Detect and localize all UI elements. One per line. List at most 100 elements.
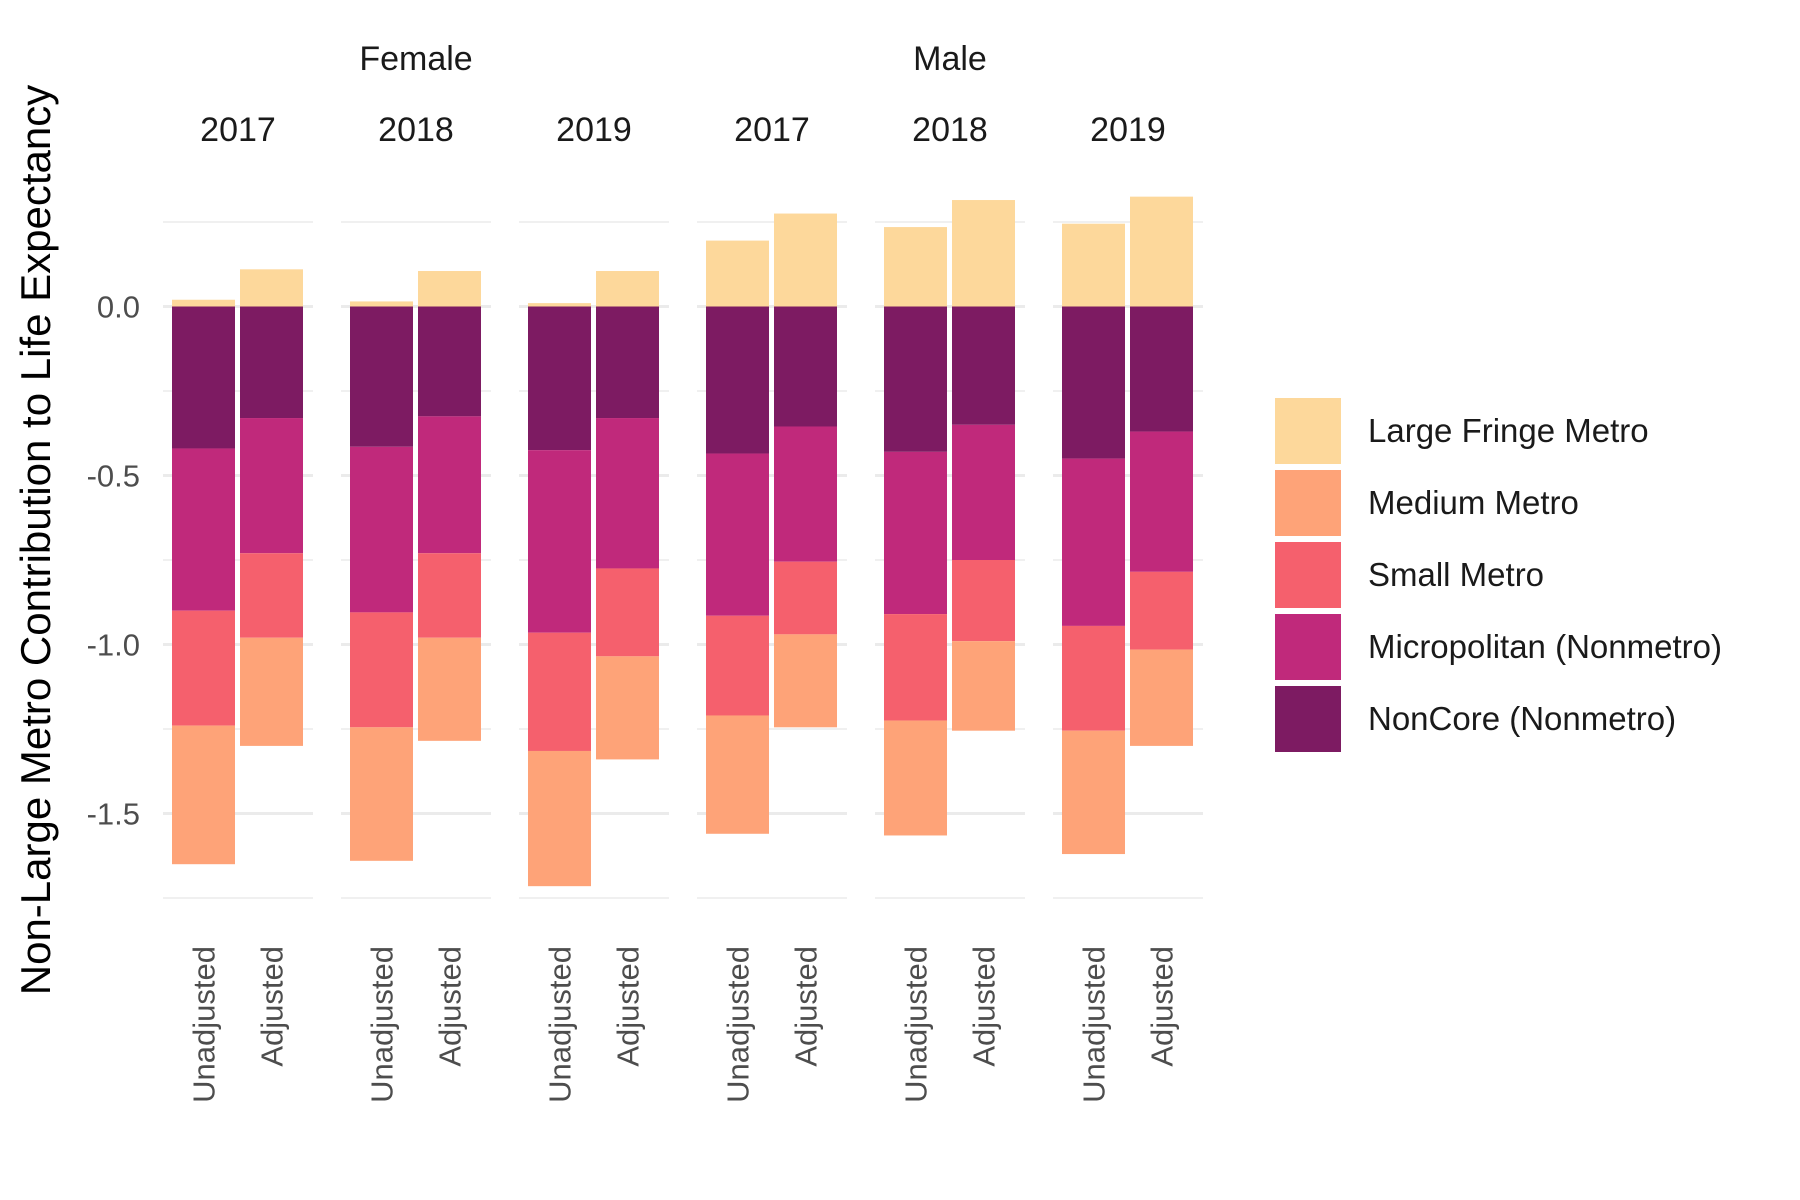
strip-label-year: 2018: [912, 111, 988, 149]
bar-segment-small-metro: [240, 553, 303, 638]
x-tick-label: Unadjusted: [187, 946, 222, 1103]
bar-segment-medium-metro: [1130, 649, 1193, 746]
legend-label: Medium Metro: [1368, 484, 1579, 521]
bar-segment-small-metro: [774, 561, 837, 635]
bar-segment-noncore-nonmetro: [350, 306, 413, 447]
bar-segment-large-fringe-metro: [240, 269, 303, 307]
bar-segment-micropolitan-nonmetro: [884, 451, 947, 615]
legend-label: Large Fringe Metro: [1368, 412, 1649, 449]
legend-swatch: [1275, 542, 1341, 608]
bar-segment-noncore-nonmetro: [596, 306, 659, 419]
x-tick-label: Adjusted: [433, 946, 468, 1067]
bar-segment-noncore-nonmetro: [774, 306, 837, 427]
bar-segment-small-metro: [1130, 571, 1193, 650]
legend-swatch: [1275, 398, 1341, 464]
legend-swatch: [1275, 470, 1341, 536]
x-tick-label: Unadjusted: [365, 946, 400, 1103]
bar-segment-micropolitan-nonmetro: [774, 426, 837, 562]
strip-label-sex: Male: [913, 40, 987, 78]
bar-segment-medium-metro: [172, 725, 235, 865]
bar-segment-large-fringe-metro: [350, 301, 413, 307]
y-tick-label: -0.5: [87, 459, 140, 494]
bar-male-2018-unadjusted: [884, 227, 947, 836]
x-tick-label: Adjusted: [611, 946, 646, 1067]
strip-label-year: 2017: [200, 111, 276, 149]
x-tick-label: Adjusted: [255, 946, 290, 1067]
x-tick-label: Unadjusted: [721, 946, 756, 1103]
bar-segment-micropolitan-nonmetro: [1062, 458, 1125, 626]
bar-segment-noncore-nonmetro: [706, 306, 769, 454]
bar-segment-micropolitan-nonmetro: [418, 416, 481, 554]
bar-segment-small-metro: [172, 610, 235, 726]
bar-segment-medium-metro: [418, 637, 481, 741]
bar-segment-small-metro: [706, 615, 769, 716]
x-tick-label: Unadjusted: [1077, 946, 1112, 1103]
bar-male-2017-adjusted: [774, 213, 837, 728]
legend-label: Small Metro: [1368, 556, 1544, 593]
bar-segment-micropolitan-nonmetro: [172, 448, 235, 611]
y-axis-title: Non-Large Metro Contribution to Life Exp…: [12, 85, 59, 996]
bar-female-2017-unadjusted: [172, 299, 235, 865]
bars: [172, 196, 1193, 887]
legend-item: Medium Metro: [1275, 470, 1579, 536]
strip-label-year: 2017: [734, 111, 810, 149]
bar-male-2018-adjusted: [952, 200, 1015, 731]
bar-segment-medium-metro: [528, 750, 591, 887]
bar-female-2019-adjusted: [596, 271, 659, 760]
facet-strips: Female Male 2017 2018 2019 2017 2018 2019: [200, 40, 1166, 149]
bar-segment-large-fringe-metro: [596, 271, 659, 307]
bar-segment-small-metro: [350, 612, 413, 728]
bar-segment-small-metro: [596, 568, 659, 657]
bar-segment-noncore-nonmetro: [952, 306, 1015, 425]
bar-segment-medium-metro: [1062, 730, 1125, 855]
bar-segment-noncore-nonmetro: [1062, 306, 1125, 459]
bar-segment-micropolitan-nonmetro: [528, 450, 591, 633]
bar-segment-large-fringe-metro: [884, 227, 947, 307]
bar-segment-micropolitan-nonmetro: [596, 418, 659, 569]
y-tick-label: 0.0: [97, 290, 140, 325]
bar-male-2019-unadjusted: [1062, 223, 1125, 855]
bar-segment-large-fringe-metro: [1062, 223, 1125, 307]
legend-item: Micropolitan (Nonmetro): [1275, 614, 1722, 680]
bar-segment-large-fringe-metro: [952, 200, 1015, 307]
bar-segment-small-metro: [952, 560, 1015, 642]
bar-segment-medium-metro: [350, 727, 413, 861]
strip-label-year: 2019: [556, 111, 632, 149]
bar-segment-micropolitan-nonmetro: [350, 446, 413, 613]
legend-swatch: [1275, 686, 1341, 752]
bar-segment-medium-metro: [884, 720, 947, 836]
bar-segment-medium-metro: [706, 715, 769, 834]
x-tick-label: Unadjusted: [543, 946, 578, 1103]
x-tick-label: Adjusted: [789, 946, 824, 1067]
bar-male-2017-unadjusted: [706, 240, 769, 834]
strip-label-year: 2019: [1090, 111, 1166, 149]
bar-segment-large-fringe-metro: [528, 303, 591, 307]
grid-lines: [163, 221, 1203, 899]
bar-female-2018-unadjusted: [350, 301, 413, 861]
bar-segment-micropolitan-nonmetro: [952, 424, 1015, 560]
bar-segment-noncore-nonmetro: [172, 306, 235, 449]
bar-segment-large-fringe-metro: [172, 299, 235, 307]
x-tick-label: Adjusted: [967, 946, 1002, 1067]
bar-segment-noncore-nonmetro: [884, 306, 947, 452]
bar-male-2019-adjusted: [1130, 196, 1193, 746]
legend-item: NonCore (Nonmetro): [1275, 686, 1676, 752]
y-axis: 0.0 -0.5 -1.0 -1.5: [87, 290, 140, 832]
y-tick-label: -1.5: [87, 797, 140, 832]
legend-label: NonCore (Nonmetro): [1368, 700, 1676, 737]
bar-segment-medium-metro: [596, 656, 659, 760]
x-tick-labels: Unadjusted Adjusted Unadjusted Adjusted Unad…: [187, 946, 1180, 1103]
bar-segment-large-fringe-metro: [706, 240, 769, 307]
bar-segment-medium-metro: [952, 641, 1015, 731]
bar-segment-large-fringe-metro: [1130, 196, 1193, 307]
bar-segment-noncore-nonmetro: [418, 306, 481, 417]
bar-segment-small-metro: [884, 614, 947, 721]
strip-label-sex: Female: [359, 40, 472, 78]
bar-segment-medium-metro: [774, 634, 837, 728]
bar-segment-micropolitan-nonmetro: [1130, 431, 1193, 572]
bar-segment-small-metro: [1062, 625, 1125, 731]
bar-segment-noncore-nonmetro: [240, 306, 303, 419]
legend: Large Fringe Metro Medium Metro Small Metr…: [1275, 398, 1722, 752]
x-tick-label: Unadjusted: [899, 946, 934, 1103]
